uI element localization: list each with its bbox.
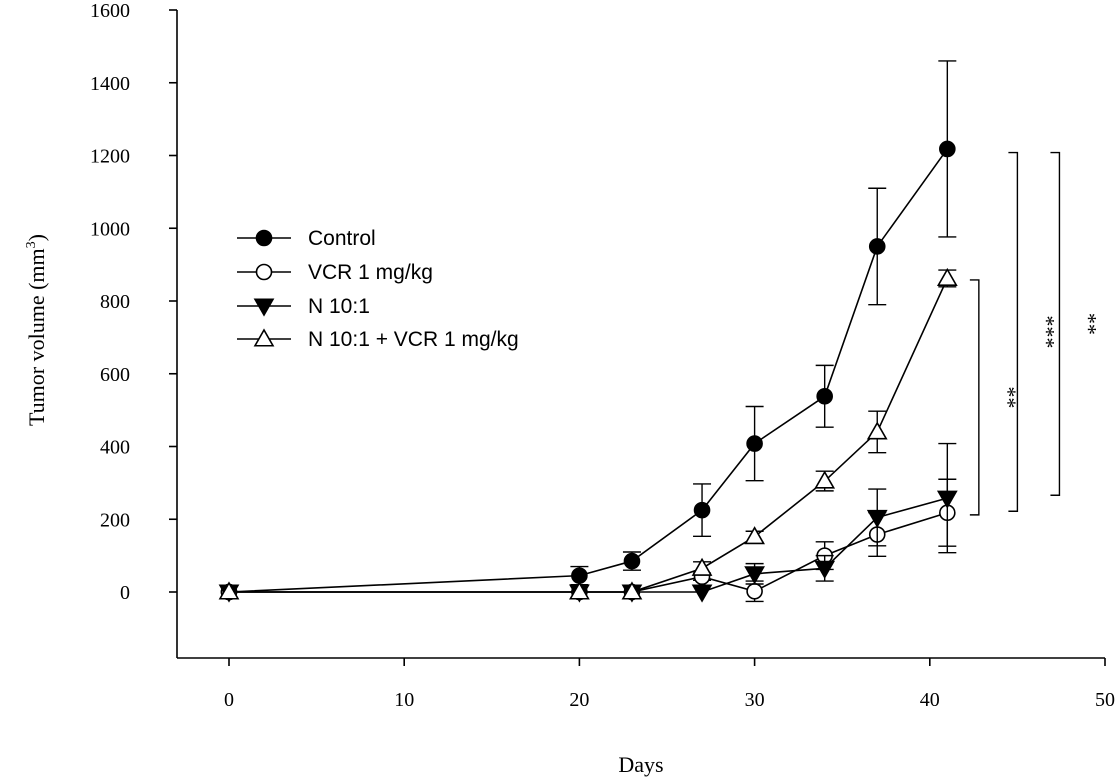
- y-tick-label: 600: [100, 364, 130, 386]
- significance-label: ***: [1034, 315, 1059, 348]
- significance-bracket-0: **: [969, 279, 1021, 516]
- legend-label: VCR 1 mg/kg: [308, 261, 433, 284]
- y-axis-title: Tumor volume (mm3): [24, 234, 49, 426]
- y-tick-label: 1200: [90, 146, 130, 168]
- data-point: [816, 388, 833, 405]
- series-2: [218, 442, 958, 603]
- legend-item-0: Control: [237, 227, 376, 250]
- y-axis-title-main: Tumor volume (mm: [24, 248, 49, 426]
- x-tick-label: 50: [1095, 689, 1115, 711]
- series-0: [220, 60, 957, 601]
- data-point: [571, 567, 588, 584]
- series-1: [220, 478, 957, 603]
- significance-bracket-2: **: [1050, 151, 1101, 496]
- legend-label: N 10:1: [308, 295, 370, 318]
- data-point: [868, 238, 886, 255]
- data-point: [814, 560, 836, 579]
- ticks: 0 10 20 30 40 50 0 200 400 600 800 1000 1200 1400 1600: [90, 0, 1115, 711]
- y-axis-title-superscript: 3: [24, 241, 39, 248]
- legend-label: N 10:1 + VCR 1 mg/kg: [308, 328, 519, 351]
- legend-item-3: N 10:1 + VCR 1 mg/kg: [237, 328, 519, 351]
- series-line: [229, 497, 948, 593]
- significance-label: **: [996, 386, 1021, 408]
- bracket-line: [1050, 151, 1061, 496]
- x-tick-label: 0: [224, 689, 234, 711]
- data-point: [936, 490, 958, 509]
- data-point: [866, 421, 888, 440]
- data-point: [569, 581, 590, 600]
- series-layer: [218, 60, 958, 603]
- data-point: [746, 435, 763, 452]
- x-tick-label: 40: [920, 689, 940, 711]
- data-point: [693, 501, 711, 519]
- series-line: [228, 148, 948, 593]
- data-point: [744, 566, 765, 585]
- y-tick-label: 800: [100, 291, 130, 313]
- legend: Control VCR 1 mg/kg N 10:1 N 10:1 + VCR 1 m…: [237, 227, 519, 351]
- series-3: [218, 267, 958, 600]
- x-tick-label: 30: [745, 689, 765, 711]
- legend-marker: [253, 328, 275, 347]
- y-tick-label: 1000: [90, 218, 130, 240]
- legend-marker: [255, 229, 273, 247]
- y-tick-label: 1400: [90, 73, 130, 95]
- x-tick-label: 20: [569, 689, 589, 711]
- data-point: [866, 509, 888, 529]
- x-tick-label: 10: [394, 689, 414, 711]
- y-tick-label: 200: [100, 509, 130, 531]
- data-point: [691, 584, 713, 603]
- legend-item-1: VCR 1 mg/kg: [237, 261, 433, 284]
- legend-marker: [255, 263, 273, 281]
- legend-item-2: N 10:1: [237, 295, 370, 318]
- data-point: [746, 582, 763, 600]
- data-point: [218, 581, 240, 600]
- data-point: [814, 470, 836, 489]
- y-tick-label: 0: [120, 582, 130, 604]
- significance-bracket-1: ***: [1008, 151, 1059, 512]
- series-line: [229, 511, 948, 593]
- legend-label: Control: [308, 227, 376, 250]
- y-tick-label: 1600: [90, 0, 130, 22]
- data-point: [691, 557, 713, 576]
- significance-label: **: [1076, 313, 1101, 335]
- data-point: [623, 552, 641, 570]
- x-axis-title: Days: [618, 752, 663, 777]
- significance-layer: ***** **: [969, 151, 1101, 516]
- bracket-line: [969, 279, 980, 516]
- bracket-line: [1008, 151, 1019, 512]
- y-tick-label: 400: [100, 437, 130, 459]
- series-line: [229, 278, 949, 593]
- data-point: [621, 581, 643, 600]
- data-point: [939, 140, 956, 158]
- y-axis-title-close: ): [24, 234, 49, 241]
- data-point: [744, 526, 765, 545]
- axes: [176, 10, 1105, 659]
- legend-marker: [253, 298, 275, 317]
- data-point: [936, 267, 958, 286]
